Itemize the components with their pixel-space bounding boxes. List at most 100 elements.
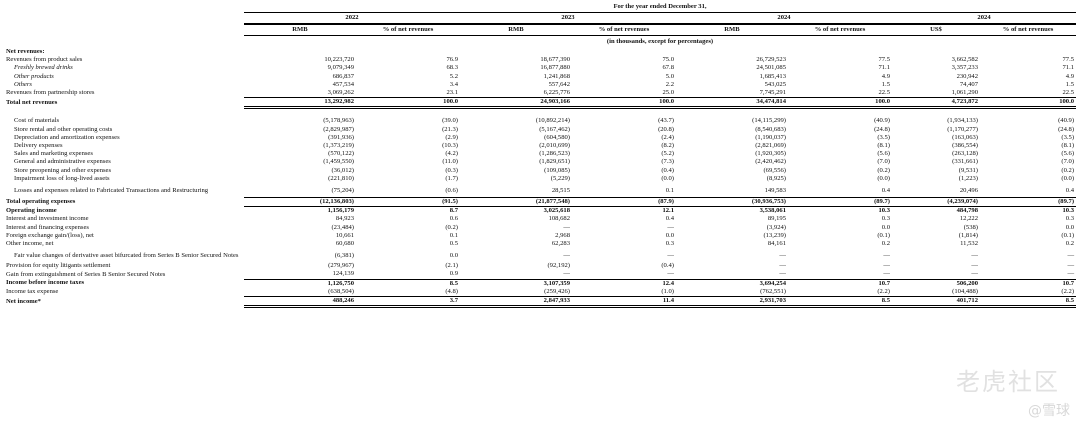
cell-value: — xyxy=(667,251,674,259)
cell-value: (2.1) xyxy=(445,262,458,270)
row-label: Revenues from product sales xyxy=(6,56,83,64)
cell-value: 7,745,291 xyxy=(676,89,788,99)
cell-value: 1,156,179 xyxy=(327,207,354,215)
cell-value: (39.0) xyxy=(442,117,458,125)
cell-value: 0.9 xyxy=(356,270,460,280)
cell-value: (2,821,069) xyxy=(755,142,786,150)
row-label: Freshly brewed drinks xyxy=(14,64,73,72)
cell-value: 34,474,814 xyxy=(676,97,788,110)
cell-value: (0.0) xyxy=(877,174,890,182)
cell-value: 84,161 xyxy=(767,240,786,248)
cell-value: 457,534 xyxy=(332,80,354,88)
cell-value: (89.7) xyxy=(980,197,1077,208)
cell-value: — xyxy=(971,251,978,259)
cell-value: (0.3) xyxy=(445,166,458,174)
cell-value: — xyxy=(883,251,890,259)
cell-value: 5.2 xyxy=(449,72,458,80)
cell-value: (0.0) xyxy=(661,174,674,182)
cell-value: 13,292,982 xyxy=(244,97,356,110)
cell-value: 0.3 xyxy=(881,215,890,223)
cell-value: 10.7 xyxy=(1062,279,1075,287)
table-row: Impairment loss of long-lived assets (221… xyxy=(4,175,1076,183)
cell-value xyxy=(676,48,788,56)
cell-value: (2.2) xyxy=(980,287,1077,298)
table-row: Store preopening and other expenses (36,0… xyxy=(4,167,1076,175)
cell-value: 108,682 xyxy=(548,215,570,223)
cell-value: (8,925) xyxy=(766,174,786,182)
cell-value: (7.0) xyxy=(877,158,890,166)
cell-value: (21.3) xyxy=(442,125,458,133)
cell-value: 124,139 xyxy=(244,270,356,280)
cell-value: 4.9 xyxy=(881,72,890,80)
cell-value xyxy=(244,48,356,56)
cell-value: 2.2 xyxy=(665,80,674,88)
cell-value xyxy=(356,48,460,56)
row-label: Income before income taxes xyxy=(6,279,85,287)
cell-value: 0.2 xyxy=(881,240,890,248)
cell-value: (5.6) xyxy=(1061,150,1075,158)
cell-value: (4.8) xyxy=(356,287,460,298)
cell-value: (91.5) xyxy=(356,197,460,208)
cell-value: 100.0 xyxy=(356,97,460,110)
cell-value: (13,239) xyxy=(763,231,786,239)
cell-value: 67.8 xyxy=(662,64,674,72)
cell-value: — xyxy=(788,270,892,280)
table-row: Others 457,534 3.4 557,642 2.2 543,025 1.5 74,4… xyxy=(4,81,1076,89)
cell-value: 100.0 xyxy=(788,97,892,110)
row-label: Operating income xyxy=(6,207,57,214)
cell-value: (1,286,523) xyxy=(539,150,570,158)
table-row: Delivery expenses (1,373,219) (10.3) (2,010… xyxy=(4,142,1076,150)
cell-value: 10.7 xyxy=(878,279,890,287)
cell-value: 9,079,349 xyxy=(327,64,354,72)
cell-value: (69,556) xyxy=(763,166,786,174)
table-row: Revenues from partnership stores 3,069,26… xyxy=(4,89,1077,99)
table-row: Sales and marketing expenses (570,122) (4.… xyxy=(4,150,1076,158)
cell-value xyxy=(980,48,1076,56)
cell-value: 75.0 xyxy=(662,56,674,64)
cell-value: (0.4) xyxy=(661,166,674,174)
cell-value: (8.1) xyxy=(877,142,890,150)
row-label: Delivery expenses xyxy=(14,142,63,150)
cell-value xyxy=(244,108,356,118)
cell-value: 8.5 xyxy=(788,296,892,309)
table-row: Gain from extinguishment of Series B Sen… xyxy=(4,270,1077,280)
cell-value: 543,025 xyxy=(764,80,786,88)
col-label: % of net revenues xyxy=(356,24,460,36)
cell-value: (2,010,699) xyxy=(539,142,570,150)
cell-value: 100.0 xyxy=(572,97,676,110)
cell-value: (21,877,548) xyxy=(460,197,572,208)
cell-value: (1,190,037) xyxy=(755,133,786,141)
cell-value: 1.5 xyxy=(1065,80,1075,88)
col-label: % of net revenues xyxy=(980,24,1077,36)
cell-value: 77.5 xyxy=(1062,56,1075,64)
table-row: Income tax expense (638,504) (4.8) (259,426… xyxy=(4,287,1077,298)
cell-value: (43.7) xyxy=(658,117,674,125)
cell-value: — xyxy=(892,270,980,280)
cell-value: 10.3 xyxy=(1062,207,1075,215)
row-label: Total operating expenses xyxy=(6,198,76,206)
cell-value: (30,936,753) xyxy=(676,197,788,208)
cell-value: 4.9 xyxy=(1065,72,1075,80)
cell-value: (5.6) xyxy=(877,150,890,158)
row-label: Depreciation and amortization expenses xyxy=(14,133,120,141)
cell-value: — xyxy=(980,270,1077,280)
cell-value: (2.4) xyxy=(661,133,674,141)
cell-value: — xyxy=(1067,262,1075,270)
cell-value: 0.4 xyxy=(788,183,892,199)
cell-value: (87.9) xyxy=(572,197,676,208)
cell-value: (109,085) xyxy=(544,166,570,174)
cell-value: 8.5 xyxy=(980,296,1077,309)
cell-value: 11,532 xyxy=(960,240,978,248)
table-row: Other income, net 60,680 0.5 62,283 0.3 84,16… xyxy=(4,240,1076,248)
cell-value: 0.3 xyxy=(665,240,674,248)
row-label: Income tax expense xyxy=(6,288,59,296)
cell-value: 28,515 xyxy=(460,183,572,199)
cell-value: (1.7) xyxy=(445,174,458,182)
table-row: Other products 686,837 5.2 1,241,868 5.0 1,68… xyxy=(4,73,1076,81)
cell-value: 60,680 xyxy=(335,240,354,248)
cell-value: 3,538,061 xyxy=(759,207,786,215)
cell-value: (40.9) xyxy=(874,117,890,125)
cell-value: 100.0 xyxy=(980,97,1077,110)
col-label: % of net revenues xyxy=(572,24,676,36)
cell-value: (10.3) xyxy=(442,142,458,150)
